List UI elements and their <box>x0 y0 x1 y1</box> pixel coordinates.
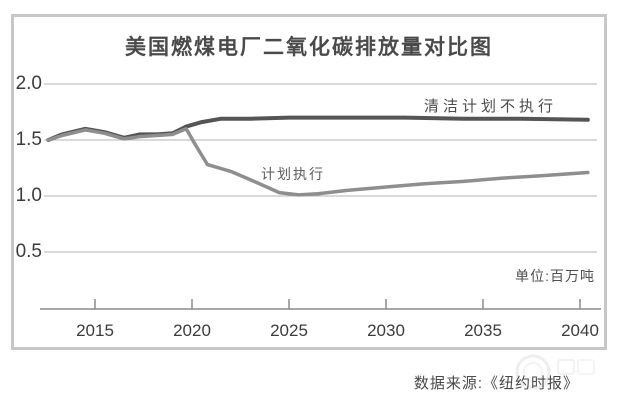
series-line-1 <box>46 127 590 197</box>
y-tick-label: 1.5 <box>15 129 42 150</box>
chart-frame: 美国燃煤电厂二氧化碳排放量对比图 <box>11 14 607 350</box>
series-label-plan-executed: 计划执行 <box>261 166 325 182</box>
x-tick-label: 2030 <box>367 321 405 340</box>
watermark-logo <box>515 354 595 390</box>
x-tick-label: 2015 <box>76 321 114 340</box>
source-label: 数据来源:《纽约时报》 <box>413 375 579 392</box>
x-tick-label: 2035 <box>464 321 502 340</box>
y-tick-label: 2.0 <box>15 73 42 94</box>
series-label-no-clean-plan: 清洁计划不执行 <box>424 98 558 115</box>
unit-label: 单位:百万吨 <box>515 268 595 284</box>
x-tick-label: 2025 <box>270 321 308 340</box>
y-tick-label: 1.0 <box>15 185 42 206</box>
y-tick-label: 0.5 <box>15 241 42 262</box>
chart-title: 美国燃煤电厂二氧化碳排放量对比图 <box>125 36 493 59</box>
x-tick-label: 2040 <box>561 321 599 340</box>
x-tick-label: 2020 <box>173 321 211 340</box>
